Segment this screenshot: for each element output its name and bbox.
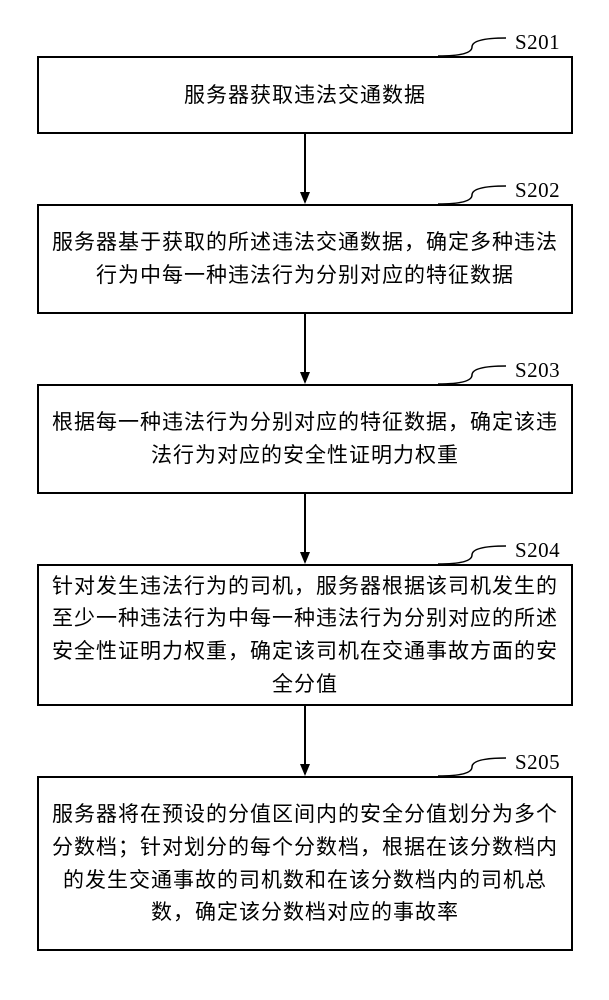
step-label-1: S201 [515,30,560,55]
step-label-4: S204 [515,538,560,563]
step-label-5: S205 [515,750,560,775]
step-box-5: 服务器将在预设的分值区间内的安全分值划分为多个分数档；针对划分的每个分数档，根据… [37,776,573,951]
step-text-1: 服务器获取违法交通数据 [184,79,426,112]
step-text-3: 根据每一种违法行为分别对应的特征数据，确定该违法行为对应的安全性证明力权重 [49,406,561,471]
flowchart-canvas: 服务器获取违法交通数据 服务器基于获取的所述违法交通数据，确定多种违法行为中每一… [0,0,609,1000]
step-text-2: 服务器基于获取的所述违法交通数据，确定多种违法行为中每一种违法行为分别对应的特征… [49,226,561,291]
step-box-3: 根据每一种违法行为分别对应的特征数据，确定该违法行为对应的安全性证明力权重 [37,384,573,494]
step-label-3: S203 [515,358,560,383]
step-box-4: 针对发生违法行为的司机，服务器根据该司机发生的至少一种违法行为中每一种违法行为分… [37,564,573,706]
step-text-5: 服务器将在预设的分值区间内的安全分值划分为多个分数档；针对划分的每个分数档，根据… [49,798,561,928]
step-label-2: S202 [515,178,560,203]
step-text-4: 针对发生违法行为的司机，服务器根据该司机发生的至少一种违法行为中每一种违法行为分… [49,570,561,700]
step-box-1: 服务器获取违法交通数据 [37,56,573,134]
step-box-2: 服务器基于获取的所述违法交通数据，确定多种违法行为中每一种违法行为分别对应的特征… [37,204,573,314]
